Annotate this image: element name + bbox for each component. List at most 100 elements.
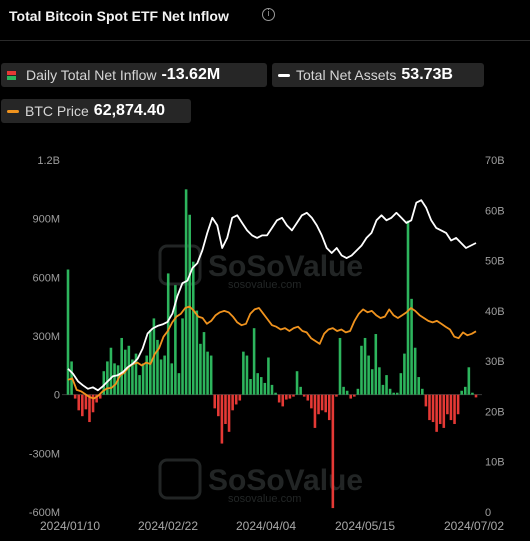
inflow-bar[interactable] xyxy=(181,318,184,395)
inflow-bar[interactable] xyxy=(453,394,456,424)
inflow-bar[interactable] xyxy=(360,345,363,395)
inflow-bar[interactable] xyxy=(442,394,446,428)
inflow-bar[interactable] xyxy=(353,394,356,397)
inflow-bar[interactable] xyxy=(199,343,202,395)
inflow-bar[interactable] xyxy=(249,379,252,395)
inflow-bar[interactable] xyxy=(259,377,263,395)
inflow-bar[interactable] xyxy=(238,394,242,401)
inflow-bar[interactable] xyxy=(220,394,224,444)
inflow-bar[interactable] xyxy=(277,394,281,403)
inflow-bar[interactable] xyxy=(73,394,77,399)
inflow-bar[interactable] xyxy=(131,359,134,395)
inflow-bar[interactable] xyxy=(310,394,313,409)
inflow-bar[interactable] xyxy=(428,394,431,421)
inflow-bar[interactable] xyxy=(413,347,417,395)
inflow-bar[interactable] xyxy=(141,363,145,395)
btc-price-line[interactable] xyxy=(67,305,477,400)
inflow-bar[interactable] xyxy=(374,334,378,395)
inflow-bar[interactable] xyxy=(281,394,285,407)
inflow-bar[interactable] xyxy=(195,310,199,395)
inflow-bar[interactable] xyxy=(335,394,338,397)
inflow-bar[interactable] xyxy=(224,394,227,424)
inflow-bar[interactable] xyxy=(313,394,317,428)
inflow-bar[interactable] xyxy=(417,377,421,395)
inflow-bar[interactable] xyxy=(363,337,367,395)
inflow-bar[interactable] xyxy=(120,337,123,395)
inflow-bar[interactable] xyxy=(256,373,259,395)
inflow-bar[interactable] xyxy=(91,394,95,413)
inflow-bar[interactable] xyxy=(98,394,102,399)
inflow-bar[interactable] xyxy=(270,384,274,395)
inflow-bar[interactable] xyxy=(227,394,231,432)
inflow-bar[interactable] xyxy=(113,363,116,395)
inflow-bar[interactable] xyxy=(109,347,113,395)
inflow-bar[interactable] xyxy=(202,332,206,395)
inflow-bar[interactable] xyxy=(267,357,270,395)
inflow-bar[interactable] xyxy=(95,394,98,403)
inflow-bar[interactable] xyxy=(166,273,170,395)
inflow-bar[interactable] xyxy=(370,369,374,395)
inflow-bar[interactable] xyxy=(234,394,238,405)
legend-total-net-assets[interactable]: Total Net Assets 53.73B xyxy=(272,63,484,87)
inflow-bar[interactable] xyxy=(435,394,438,432)
inflow-bar[interactable] xyxy=(177,373,181,395)
inflow-bar[interactable] xyxy=(317,394,320,415)
inflow-bar[interactable] xyxy=(356,388,360,395)
inflow-bar[interactable] xyxy=(102,371,106,395)
info-circle-icon[interactable]: i xyxy=(262,8,275,21)
inflow-bar[interactable] xyxy=(159,359,163,395)
inflow-bar[interactable] xyxy=(302,394,306,397)
inflow-bar[interactable] xyxy=(327,394,331,421)
inflow-bar[interactable] xyxy=(424,394,428,407)
inflow-bar[interactable] xyxy=(174,285,177,395)
inflow-bar[interactable] xyxy=(438,394,442,424)
inflow-bar[interactable] xyxy=(184,189,188,395)
inflow-bar[interactable] xyxy=(456,394,460,415)
inflow-bar[interactable] xyxy=(431,394,435,423)
inflow-bar[interactable] xyxy=(449,394,453,421)
inflow-bar[interactable] xyxy=(285,394,288,400)
inflow-bar[interactable] xyxy=(467,367,471,395)
total-net-assets-line[interactable] xyxy=(67,199,477,392)
inflow-bar[interactable] xyxy=(345,390,349,395)
inflow-bar[interactable] xyxy=(88,394,91,423)
inflow-bar[interactable] xyxy=(378,367,381,395)
inflow-bar[interactable] xyxy=(81,394,84,417)
inflow-bar[interactable] xyxy=(320,394,324,411)
inflow-bar[interactable] xyxy=(217,394,220,417)
inflow-bar[interactable] xyxy=(106,361,109,395)
inflow-bar[interactable] xyxy=(410,298,413,395)
inflow-bar[interactable] xyxy=(77,394,81,411)
inflow-bar[interactable] xyxy=(295,371,299,395)
inflow-bar[interactable] xyxy=(163,355,166,395)
inflow-bar[interactable] xyxy=(138,375,141,395)
inflow-bar[interactable] xyxy=(188,214,191,395)
inflow-bar[interactable] xyxy=(406,220,410,395)
inflow-bar[interactable] xyxy=(446,394,449,415)
inflow-bar[interactable] xyxy=(367,355,370,395)
inflow-bar[interactable] xyxy=(460,390,463,395)
inflow-bar[interactable] xyxy=(127,345,131,395)
inflow-bar[interactable] xyxy=(245,355,249,395)
legend-btc-price[interactable]: BTC Price 62,874.40 xyxy=(1,99,191,123)
inflow-bar[interactable] xyxy=(399,373,403,395)
inflow-bar[interactable] xyxy=(331,394,335,509)
inflow-bar[interactable] xyxy=(209,355,213,395)
inflow-bar[interactable] xyxy=(388,388,392,395)
inflow-bar[interactable] xyxy=(191,261,195,395)
inflow-bar[interactable] xyxy=(403,353,406,395)
inflow-bar[interactable] xyxy=(242,351,245,395)
inflow-bar[interactable] xyxy=(292,394,295,397)
inflow-bar[interactable] xyxy=(421,388,424,395)
inflow-bar[interactable] xyxy=(288,394,292,399)
inflow-bar[interactable] xyxy=(145,355,149,395)
inflow-bar[interactable] xyxy=(134,353,138,395)
inflow-bar[interactable] xyxy=(392,392,395,395)
inflow-bar[interactable] xyxy=(84,394,88,410)
legend-daily-inflow[interactable]: Daily Total Net Inflow -13.62M xyxy=(1,63,267,87)
inflow-bar[interactable] xyxy=(474,394,478,398)
inflow-bar[interactable] xyxy=(324,394,327,413)
inflow-bar[interactable] xyxy=(213,394,217,409)
inflow-bar[interactable] xyxy=(306,394,310,401)
inflow-bar[interactable] xyxy=(156,339,159,395)
